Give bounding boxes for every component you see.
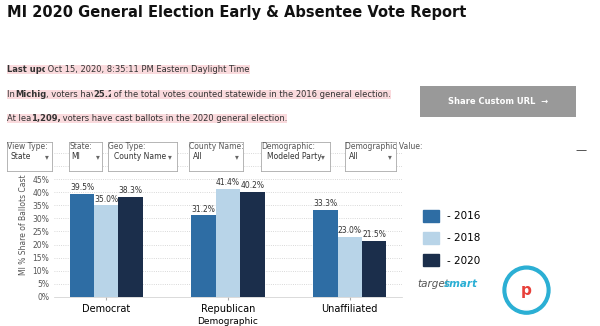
Text: target: target <box>417 278 449 289</box>
Text: MI: MI <box>71 152 80 161</box>
Bar <box>338 237 362 297</box>
X-axis label: Demographic: Demographic <box>197 317 259 326</box>
Text: State:: State: <box>69 142 92 151</box>
Circle shape <box>507 270 546 310</box>
Circle shape <box>503 266 550 314</box>
Text: ▾: ▾ <box>235 152 239 161</box>
Text: Oct 15, 2020, 8:35:11 PM Eastern Daylight Time: Oct 15, 2020, 8:35:11 PM Eastern Dayligh… <box>45 65 250 74</box>
Text: , voters have cast: , voters have cast <box>46 90 124 99</box>
Text: All: All <box>193 152 203 161</box>
Text: 1,209,466: 1,209,466 <box>31 114 79 123</box>
Bar <box>216 189 240 297</box>
Y-axis label: MI % Share of Ballots Cast: MI % Share of Ballots Cast <box>19 175 28 275</box>
Text: 31.2%: 31.2% <box>192 205 215 214</box>
Text: ▾: ▾ <box>167 152 172 161</box>
Bar <box>362 241 386 297</box>
Text: 35.0%: 35.0% <box>94 195 118 204</box>
Text: voters have cast ballots in the 2020 general election.: voters have cast ballots in the 2020 gen… <box>60 114 287 123</box>
Bar <box>313 210 338 297</box>
Text: 33.3%: 33.3% <box>313 199 337 208</box>
Text: Geo Type:: Geo Type: <box>108 142 146 151</box>
Text: ▾: ▾ <box>45 152 49 161</box>
Bar <box>118 197 143 297</box>
Bar <box>240 192 265 297</box>
Text: County Name: County Name <box>113 152 166 161</box>
Bar <box>70 194 94 297</box>
Text: In: In <box>7 90 18 99</box>
Text: Share Custom URL  →: Share Custom URL → <box>448 97 548 106</box>
Text: All: All <box>349 152 359 161</box>
Bar <box>94 205 118 297</box>
Text: 40.2%: 40.2% <box>241 181 265 190</box>
Legend: - 2016, - 2018, - 2020: - 2016, - 2018, - 2020 <box>419 205 485 271</box>
Text: smart: smart <box>443 278 478 289</box>
Text: 21.5%: 21.5% <box>362 230 386 239</box>
Text: Last update:: Last update: <box>7 65 67 74</box>
Text: MI 2020 General Election Early & Absentee Vote Report: MI 2020 General Election Early & Absente… <box>7 5 467 20</box>
Text: Michigan: Michigan <box>16 90 58 99</box>
Text: of the total votes counted statewide in the 2016 general election.: of the total votes counted statewide in … <box>111 90 391 99</box>
Text: Demographic Value:: Demographic Value: <box>345 142 422 151</box>
Text: ▾: ▾ <box>388 152 392 161</box>
Text: —: — <box>575 145 587 155</box>
Text: 38.3%: 38.3% <box>119 186 143 195</box>
Text: 41.4%: 41.4% <box>216 178 240 187</box>
Text: Modeled Party: Modeled Party <box>266 152 321 161</box>
Text: 23.0%: 23.0% <box>338 226 362 235</box>
Text: 25.2%: 25.2% <box>93 90 122 99</box>
Text: ▾: ▾ <box>95 152 100 161</box>
Text: View Type:: View Type: <box>7 142 48 151</box>
Text: State: State <box>11 152 31 161</box>
Text: p: p <box>521 283 532 298</box>
Text: ▾: ▾ <box>320 152 325 161</box>
Text: Demographic:: Demographic: <box>261 142 315 151</box>
Text: 39.5%: 39.5% <box>70 183 94 192</box>
Bar <box>191 215 216 297</box>
Text: County Name:: County Name: <box>189 142 244 151</box>
Text: At least: At least <box>7 114 42 123</box>
